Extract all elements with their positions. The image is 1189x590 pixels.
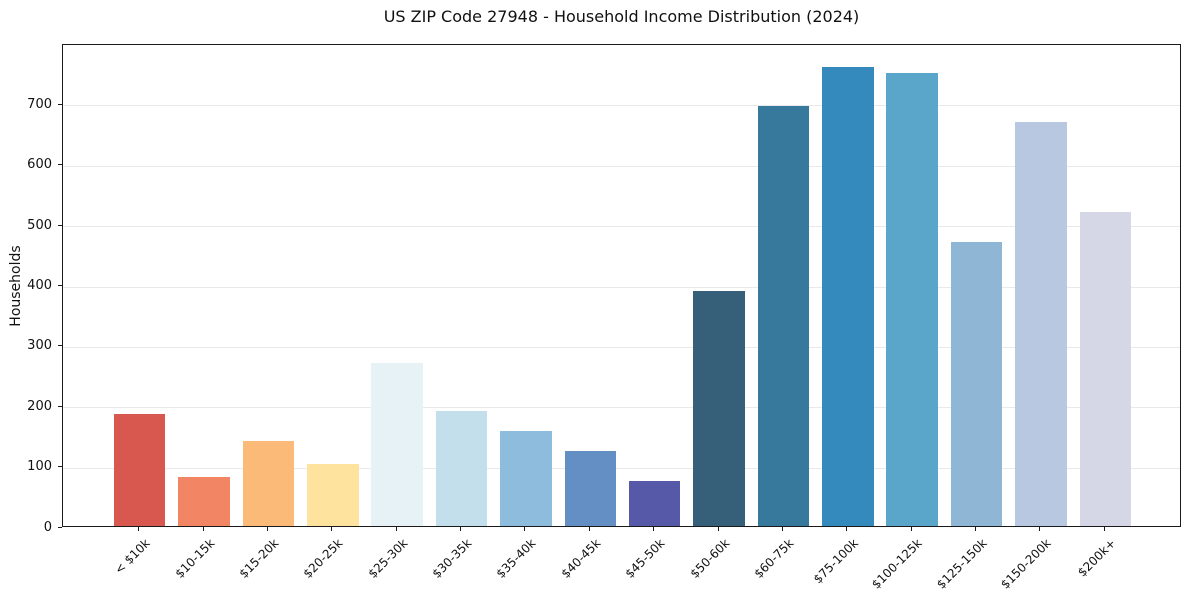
x-tick <box>846 527 848 531</box>
bar <box>1079 212 1132 526</box>
bar <box>822 67 874 526</box>
y-tick-label: 0 <box>43 519 52 535</box>
bar <box>1015 121 1067 526</box>
gridline <box>63 165 1180 167</box>
bar <box>500 430 552 526</box>
x-tick <box>266 527 268 531</box>
x-tick-label: $10-15k <box>172 536 217 581</box>
x-tick <box>395 527 397 531</box>
y-tick-label: 500 <box>27 217 52 233</box>
y-tick-label: 200 <box>27 398 52 414</box>
y-tick-label: 400 <box>27 278 52 293</box>
x-tick-label: $100-125k <box>869 536 926 590</box>
x-tick <box>588 527 590 531</box>
x-tick <box>717 527 719 531</box>
x-tick <box>524 527 526 531</box>
bar <box>307 463 359 526</box>
bar <box>564 450 617 526</box>
y-tick-label: 100 <box>27 459 52 475</box>
gridline <box>63 226 1180 228</box>
x-tick-label: $50-60k <box>687 536 732 581</box>
gridline <box>63 286 1180 288</box>
y-tick <box>58 345 62 347</box>
x-tick <box>910 527 912 531</box>
x-tick-label: $60-75k <box>751 536 797 581</box>
bar <box>371 363 423 526</box>
x-tick <box>975 527 977 531</box>
gridline <box>63 407 1180 409</box>
bar <box>113 414 166 526</box>
plot-area <box>62 44 1181 527</box>
x-tick <box>460 527 462 531</box>
y-tick-label: 700 <box>27 96 52 112</box>
y-tick <box>58 526 62 528</box>
x-tick-label: $35-40k <box>493 536 539 581</box>
bar <box>242 441 295 526</box>
x-tick <box>138 527 140 531</box>
y-tick-label: 300 <box>27 338 52 354</box>
x-tick-label: $15-20k <box>236 536 282 581</box>
y-tick <box>58 285 62 286</box>
bar <box>628 480 681 526</box>
x-tick <box>202 527 204 531</box>
x-tick <box>331 527 333 531</box>
x-tick-label: $25-30k <box>365 536 411 581</box>
bar <box>178 476 230 526</box>
chart-title: US ZIP Code 27948 - Household Income Dis… <box>383 7 860 26</box>
x-tick-label: < $10k <box>111 536 153 577</box>
bar <box>886 73 938 526</box>
x-tick <box>1039 527 1041 531</box>
x-tick-label: $20-25k <box>300 536 346 581</box>
bar <box>950 242 1003 526</box>
y-tick <box>58 224 62 226</box>
x-tick-label: $30-35k <box>429 536 475 581</box>
x-tick-label: $40-45k <box>558 536 604 581</box>
x-tick-label: $200k+ <box>1074 536 1119 580</box>
x-tick-label: $45-50k <box>622 536 668 581</box>
x-tick <box>1103 527 1105 531</box>
y-tick <box>58 405 62 407</box>
bar <box>757 106 810 526</box>
x-tick-label: $150-200k <box>998 536 1054 590</box>
x-tick <box>653 527 655 531</box>
y-tick <box>58 164 62 166</box>
y-tick-label: 600 <box>27 157 52 173</box>
x-tick <box>781 527 783 531</box>
bar <box>435 411 488 526</box>
gridline <box>63 346 1180 348</box>
x-tick-label: $75-100k <box>810 536 861 587</box>
bar <box>693 290 745 526</box>
gridline <box>63 105 1180 107</box>
x-tick-label: $125-150k <box>933 536 990 590</box>
y-tick <box>58 103 62 105</box>
y-tick <box>58 466 62 468</box>
gridline <box>63 467 1180 469</box>
